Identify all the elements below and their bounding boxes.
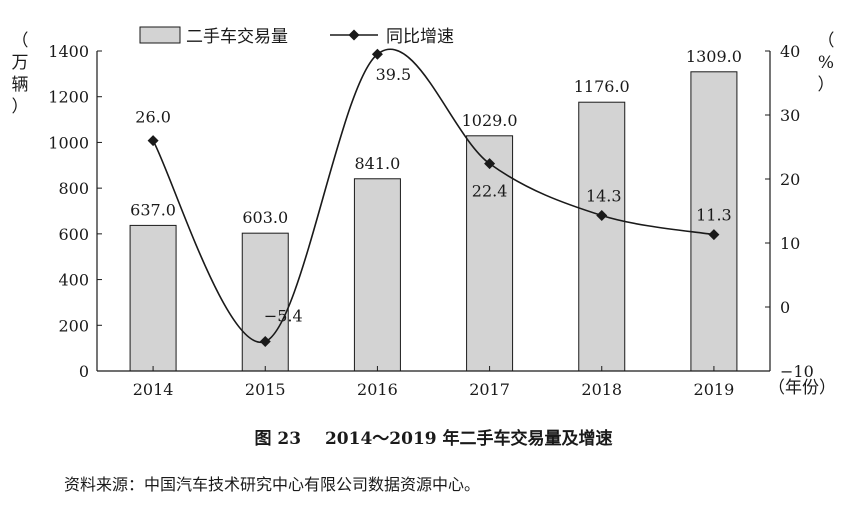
bar-value-label-2016: 841.0 xyxy=(355,154,401,173)
bar-2019 xyxy=(690,71,738,372)
growth-marker-2016 xyxy=(371,48,383,60)
left-tick-label: 1000 xyxy=(48,133,89,152)
x-tick-label-2019: 2019 xyxy=(694,380,735,399)
left-tick-label: 1400 xyxy=(48,42,89,61)
legend-line-label: 同比增速 xyxy=(386,27,454,47)
growth-value-label-2016: 39.5 xyxy=(376,65,412,84)
right-tick-label: 10 xyxy=(780,234,800,253)
combo-chart: 0 200 400 600 800 1000 1200 1400 −10 0 10 20 30 40 201… xyxy=(12,26,837,399)
right-tick-label: −10 xyxy=(780,362,814,381)
growth-marker-2019 xyxy=(708,229,720,241)
bar-value-label-2014: 637.0 xyxy=(130,200,176,219)
axes-layer: 0 200 400 600 800 1000 1200 1400 −10 0 10 20 30 40 201… xyxy=(12,31,837,399)
growth-marker-2015 xyxy=(259,336,271,348)
legend: 二手车交易量 同比增速 xyxy=(139,26,454,47)
growth-value-label-2014: 26.0 xyxy=(135,108,171,127)
x-axis-title: （年份） xyxy=(768,378,836,398)
x-tick-label-2016: 2016 xyxy=(357,380,398,399)
right-tick-label: 20 xyxy=(780,170,800,189)
right-tick-label: 30 xyxy=(780,106,800,125)
left-axis-title: （万辆） xyxy=(12,31,29,117)
figure-label: 图 23 xyxy=(254,429,302,449)
bar-value-label-2019: 1309.0 xyxy=(686,47,742,66)
right-axis-title: （%） xyxy=(818,31,835,95)
growth-marker-2017 xyxy=(484,158,496,170)
labels-layer: 637.0 603.0 841.0 1029.0 1176.0 1309.0 26.0 −5.… xyxy=(130,47,742,326)
figure-title: 2014～2019 年二手车交易量及增速 xyxy=(324,429,613,449)
bar-value-label-2018: 1176.0 xyxy=(574,77,630,96)
bar-value-label-2015: 603.0 xyxy=(242,208,288,227)
bar-2017 xyxy=(466,135,514,372)
right-tick-label: 0 xyxy=(780,298,790,317)
figure-caption: 图 23 2014～2019 年二手车交易量及增速 xyxy=(0,424,867,449)
left-tick-label: 0 xyxy=(79,362,89,381)
growth-value-label-2018: 14.3 xyxy=(586,186,622,205)
x-tick-label-2018: 2018 xyxy=(581,380,622,399)
bar-2015 xyxy=(241,232,289,372)
growth-value-label-2019: 11.3 xyxy=(696,206,732,225)
bar-2016 xyxy=(353,178,401,372)
growth-rate-line xyxy=(152,48,715,343)
left-tick-label: 1200 xyxy=(48,88,89,107)
growth-value-label-2017: 22.4 xyxy=(472,182,508,201)
x-tick-label-2015: 2015 xyxy=(245,380,286,399)
legend-bar-swatch xyxy=(139,26,181,44)
right-tick-label: 40 xyxy=(780,42,800,61)
bars-layer xyxy=(129,71,738,372)
bar-2018 xyxy=(578,101,626,372)
x-tick-label-2017: 2017 xyxy=(469,380,510,399)
bar-value-label-2017: 1029.0 xyxy=(462,111,518,130)
data-source-note: 资料来源：中国汽车技术研究中心有限公司数据资源中心。 xyxy=(64,475,481,494)
growth-marker-2014 xyxy=(147,135,159,147)
bar-2014 xyxy=(129,224,177,372)
left-tick-label: 800 xyxy=(58,179,89,198)
left-tick-label: 200 xyxy=(58,316,89,335)
left-tick-label: 600 xyxy=(58,225,89,244)
growth-value-label-2015: −5.4 xyxy=(264,307,303,326)
legend-diamond-icon xyxy=(348,29,360,41)
legend-bar-label: 二手车交易量 xyxy=(186,27,288,47)
left-tick-label: 400 xyxy=(58,271,89,290)
x-tick-label-2014: 2014 xyxy=(133,380,174,399)
growth-marker-2018 xyxy=(596,209,608,221)
growth-line-layer xyxy=(147,48,720,348)
